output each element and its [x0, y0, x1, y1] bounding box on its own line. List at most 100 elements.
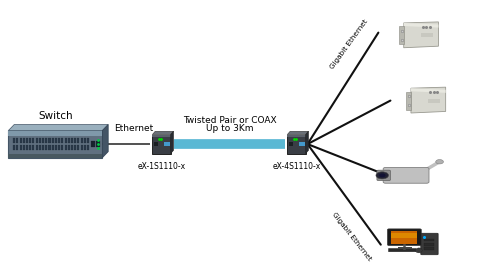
FancyBboxPatch shape — [68, 138, 70, 143]
Polygon shape — [152, 131, 174, 134]
FancyBboxPatch shape — [287, 134, 306, 154]
FancyBboxPatch shape — [42, 138, 44, 143]
FancyBboxPatch shape — [388, 229, 421, 246]
FancyBboxPatch shape — [84, 145, 86, 150]
Text: eX-1S1110-x: eX-1S1110-x — [137, 162, 186, 171]
FancyBboxPatch shape — [26, 138, 28, 143]
Circle shape — [379, 174, 386, 177]
FancyBboxPatch shape — [65, 145, 67, 150]
FancyBboxPatch shape — [20, 145, 22, 150]
FancyBboxPatch shape — [399, 26, 404, 44]
FancyBboxPatch shape — [49, 138, 51, 143]
FancyBboxPatch shape — [42, 145, 44, 150]
FancyBboxPatch shape — [87, 138, 89, 143]
FancyBboxPatch shape — [74, 145, 76, 150]
FancyBboxPatch shape — [16, 145, 18, 150]
FancyBboxPatch shape — [45, 138, 47, 143]
FancyBboxPatch shape — [16, 138, 18, 143]
FancyBboxPatch shape — [424, 248, 434, 250]
FancyBboxPatch shape — [391, 233, 417, 238]
FancyBboxPatch shape — [49, 145, 51, 150]
FancyBboxPatch shape — [152, 134, 171, 154]
FancyBboxPatch shape — [29, 145, 31, 150]
FancyBboxPatch shape — [87, 145, 89, 150]
FancyBboxPatch shape — [61, 138, 64, 143]
Circle shape — [436, 160, 443, 164]
FancyBboxPatch shape — [421, 233, 438, 255]
Polygon shape — [411, 87, 446, 113]
FancyBboxPatch shape — [84, 138, 86, 143]
FancyBboxPatch shape — [77, 145, 80, 150]
FancyBboxPatch shape — [9, 154, 103, 158]
FancyBboxPatch shape — [71, 138, 73, 143]
FancyBboxPatch shape — [55, 138, 57, 143]
FancyBboxPatch shape — [9, 131, 103, 158]
FancyBboxPatch shape — [406, 92, 411, 110]
FancyBboxPatch shape — [383, 167, 429, 183]
Polygon shape — [306, 131, 308, 154]
FancyBboxPatch shape — [45, 145, 47, 150]
FancyBboxPatch shape — [287, 134, 306, 138]
FancyBboxPatch shape — [39, 138, 41, 143]
FancyBboxPatch shape — [98, 141, 100, 147]
Polygon shape — [411, 88, 446, 93]
FancyBboxPatch shape — [154, 142, 158, 146]
Polygon shape — [171, 131, 174, 154]
FancyBboxPatch shape — [61, 145, 64, 150]
FancyBboxPatch shape — [289, 142, 293, 146]
Polygon shape — [103, 125, 108, 158]
FancyBboxPatch shape — [58, 138, 60, 143]
FancyBboxPatch shape — [96, 141, 97, 147]
FancyBboxPatch shape — [32, 145, 35, 150]
FancyBboxPatch shape — [36, 138, 38, 143]
FancyBboxPatch shape — [9, 131, 103, 136]
FancyBboxPatch shape — [152, 134, 171, 138]
FancyBboxPatch shape — [424, 239, 434, 241]
FancyBboxPatch shape — [164, 142, 170, 145]
FancyBboxPatch shape — [23, 138, 25, 143]
FancyBboxPatch shape — [20, 138, 22, 143]
FancyBboxPatch shape — [52, 145, 54, 150]
FancyBboxPatch shape — [80, 145, 82, 150]
FancyBboxPatch shape — [421, 33, 433, 37]
Polygon shape — [287, 131, 308, 134]
FancyBboxPatch shape — [65, 138, 67, 143]
Text: eX-4S1110-x: eX-4S1110-x — [272, 162, 321, 171]
FancyBboxPatch shape — [398, 247, 412, 249]
FancyBboxPatch shape — [13, 138, 15, 143]
FancyBboxPatch shape — [424, 243, 434, 246]
FancyBboxPatch shape — [52, 138, 54, 143]
FancyBboxPatch shape — [26, 145, 28, 150]
FancyBboxPatch shape — [74, 138, 76, 143]
FancyBboxPatch shape — [13, 145, 15, 150]
FancyBboxPatch shape — [91, 141, 93, 147]
Text: Switch: Switch — [38, 111, 73, 121]
FancyBboxPatch shape — [32, 138, 35, 143]
FancyBboxPatch shape — [68, 145, 70, 150]
Text: Ethernet: Ethernet — [114, 124, 153, 133]
FancyBboxPatch shape — [77, 138, 80, 143]
Polygon shape — [404, 23, 439, 28]
Ellipse shape — [415, 248, 422, 253]
FancyBboxPatch shape — [71, 145, 73, 150]
Circle shape — [376, 172, 388, 179]
FancyBboxPatch shape — [391, 231, 417, 244]
FancyBboxPatch shape — [55, 145, 57, 150]
Polygon shape — [9, 125, 108, 131]
FancyBboxPatch shape — [377, 170, 390, 180]
FancyBboxPatch shape — [39, 145, 41, 150]
FancyBboxPatch shape — [388, 249, 416, 252]
FancyBboxPatch shape — [58, 145, 60, 150]
Polygon shape — [404, 22, 439, 48]
FancyBboxPatch shape — [94, 141, 95, 147]
FancyBboxPatch shape — [299, 142, 305, 145]
FancyBboxPatch shape — [428, 98, 441, 103]
FancyBboxPatch shape — [23, 145, 25, 150]
FancyBboxPatch shape — [80, 138, 82, 143]
FancyBboxPatch shape — [29, 138, 31, 143]
Text: Twisted Pair or COAX: Twisted Pair or COAX — [183, 116, 276, 125]
Text: Gigabit Ethernet: Gigabit Ethernet — [331, 211, 373, 262]
FancyBboxPatch shape — [36, 145, 38, 150]
Text: Up to 3Km: Up to 3Km — [206, 124, 253, 133]
Text: Gigabit Ethernet: Gigabit Ethernet — [329, 18, 369, 70]
